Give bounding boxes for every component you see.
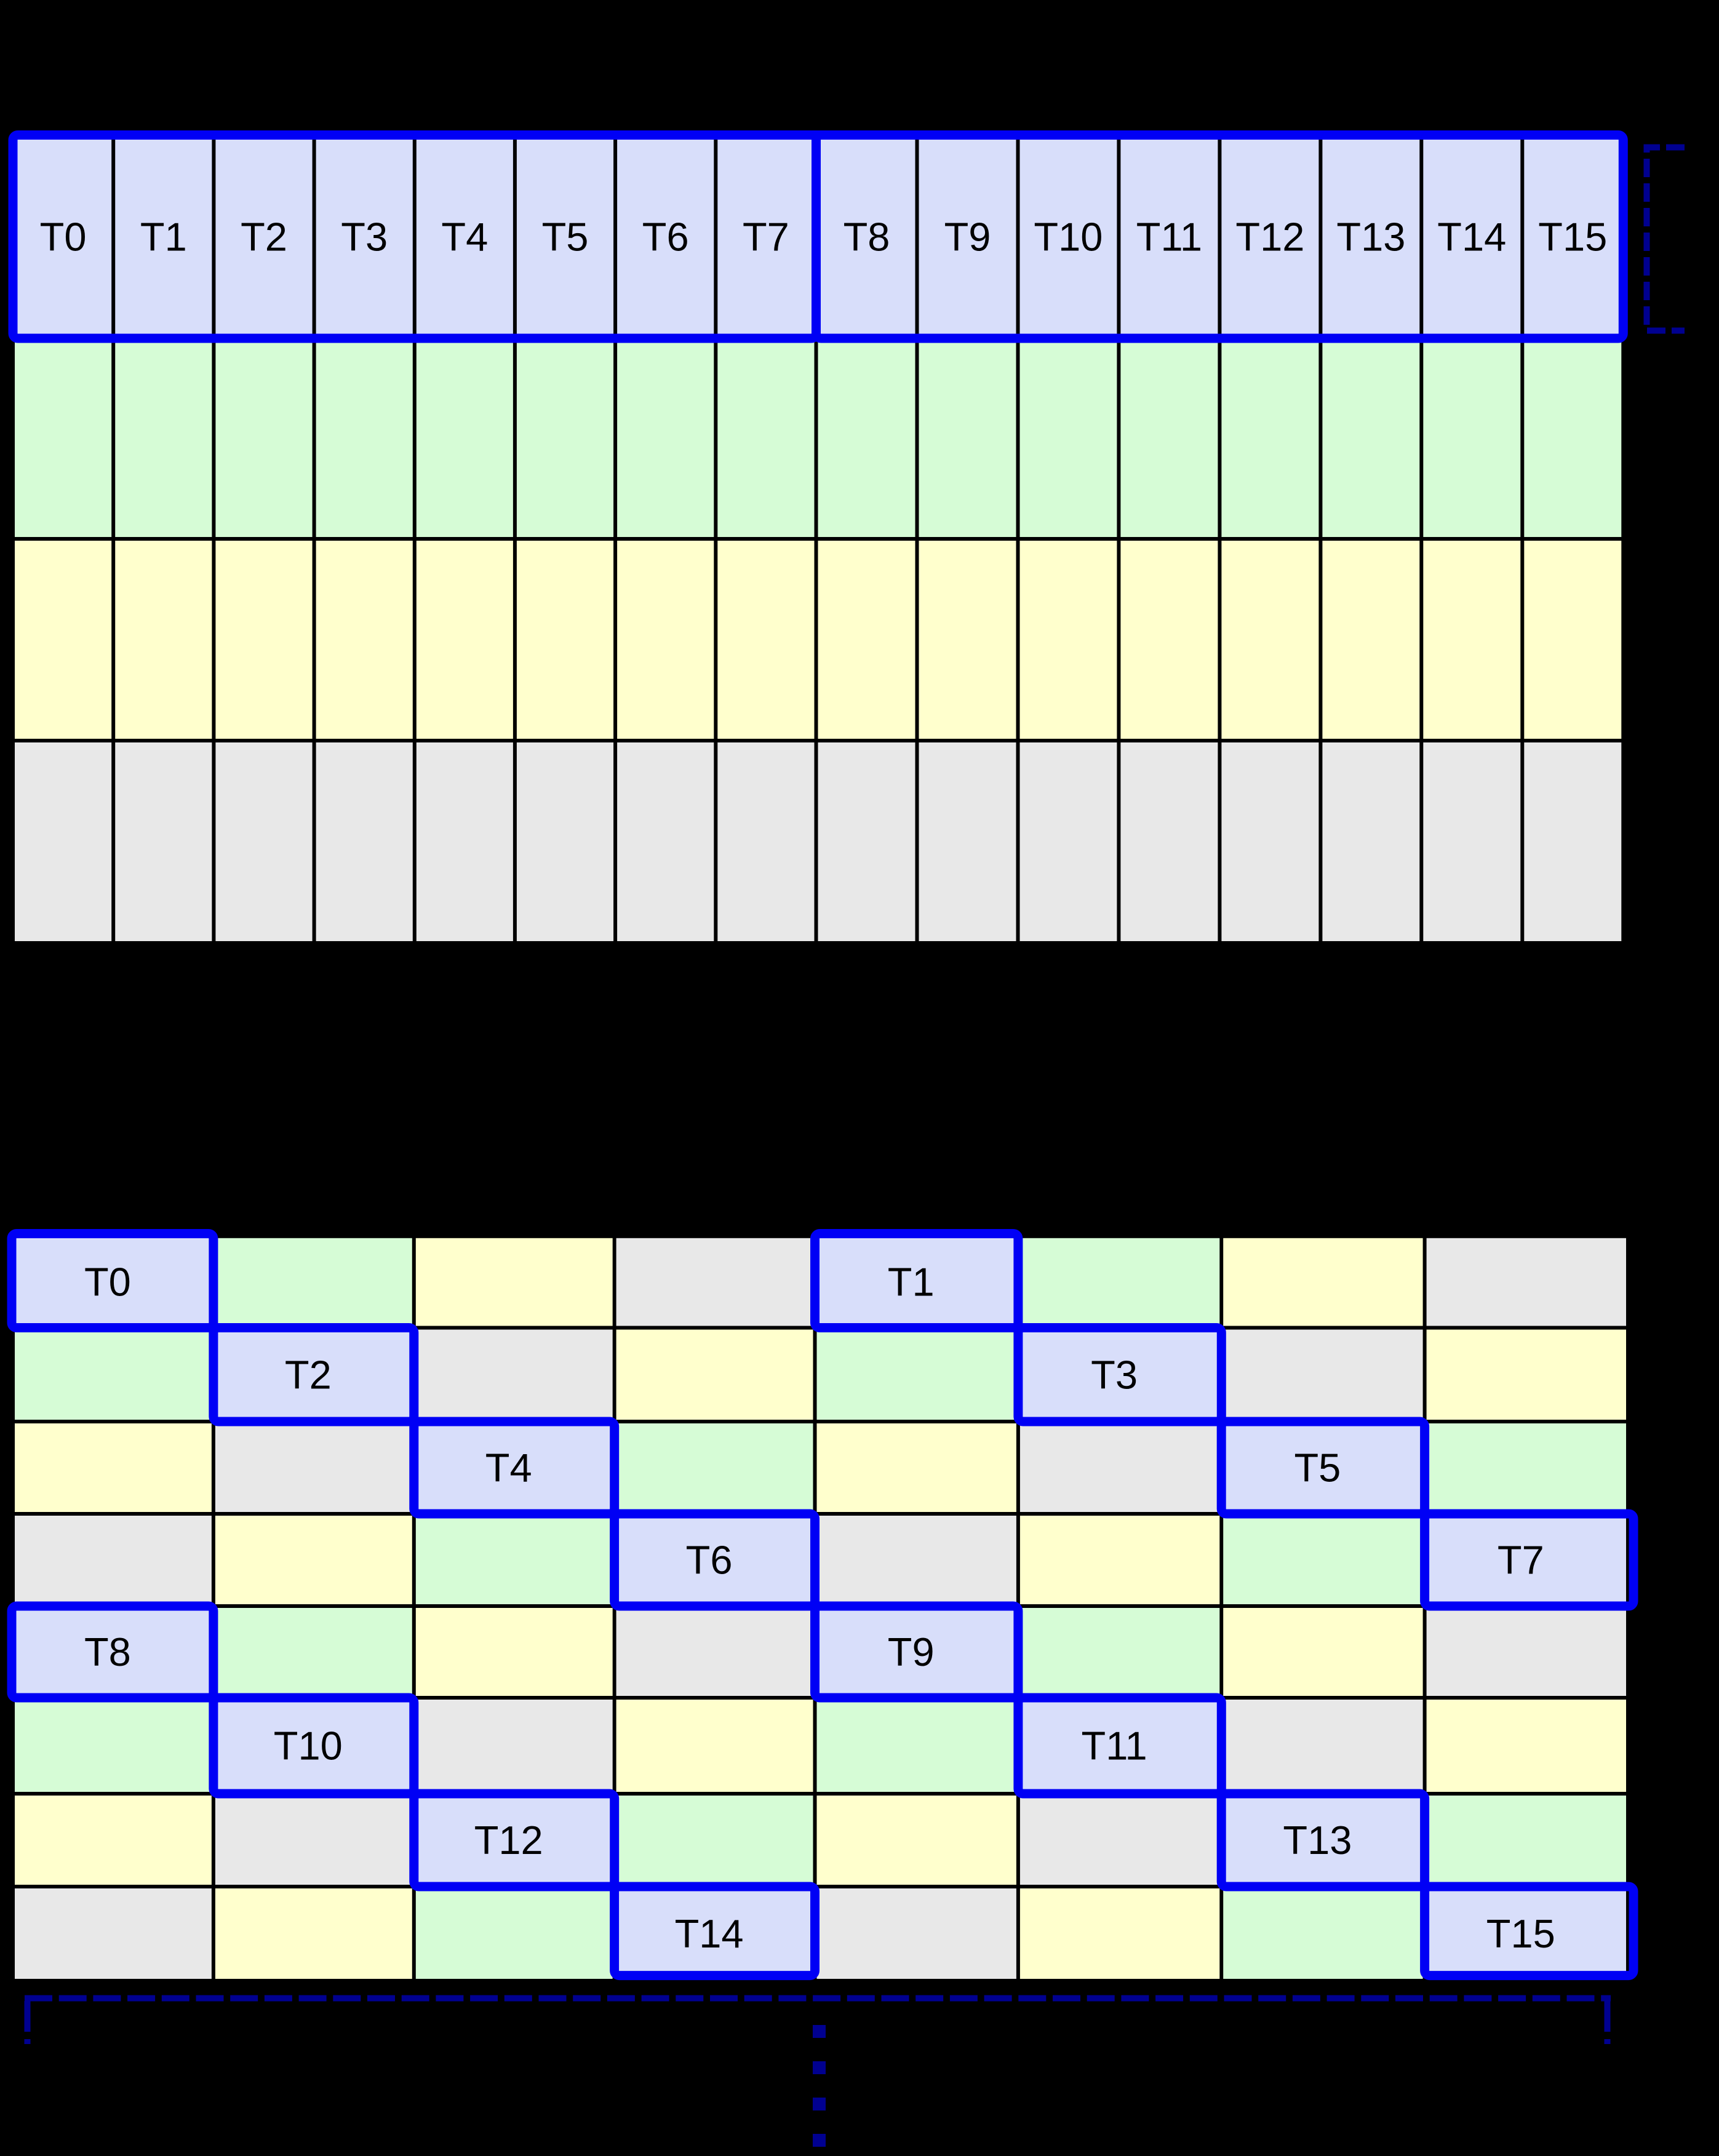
svg-text:T15: T15 (1486, 1911, 1555, 1956)
svg-text:T4: T4 (441, 214, 488, 259)
svg-text:T12: T12 (474, 1818, 543, 1863)
svg-text:T11: T11 (1136, 214, 1202, 259)
svg-text:T1: T1 (140, 214, 187, 259)
svg-text:T0: T0 (40, 214, 87, 259)
svg-text:T12: T12 (1235, 214, 1304, 259)
svg-text:T4: T4 (485, 1446, 532, 1490)
svg-text:T9: T9 (888, 1629, 935, 1674)
svg-text:T3: T3 (341, 214, 388, 259)
svg-text:T10: T10 (1034, 214, 1103, 259)
svg-text:T14: T14 (1437, 214, 1506, 259)
svg-text:T7: T7 (1498, 1538, 1544, 1583)
svg-text:T11: T11 (1082, 1724, 1147, 1768)
svg-text:T2: T2 (241, 214, 287, 259)
svg-text:T8: T8 (844, 214, 890, 259)
svg-text:T7: T7 (743, 214, 789, 259)
svg-text:T8: T8 (84, 1629, 131, 1674)
svg-text:T9: T9 (944, 214, 991, 259)
svg-text:T5: T5 (542, 214, 589, 259)
svg-text:T6: T6 (686, 1538, 733, 1583)
svg-text:T6: T6 (642, 214, 689, 259)
svg-text:T10: T10 (274, 1724, 343, 1768)
svg-text:T1: T1 (888, 1260, 935, 1305)
svg-text:T3: T3 (1091, 1352, 1138, 1397)
svg-text:T13: T13 (1283, 1818, 1352, 1863)
svg-text:T13: T13 (1336, 214, 1405, 259)
svg-text:T5: T5 (1294, 1446, 1341, 1490)
svg-text:T2: T2 (285, 1352, 332, 1397)
svg-text:T0: T0 (84, 1260, 131, 1305)
svg-text:T15: T15 (1538, 214, 1607, 259)
svg-text:T14: T14 (675, 1911, 744, 1956)
